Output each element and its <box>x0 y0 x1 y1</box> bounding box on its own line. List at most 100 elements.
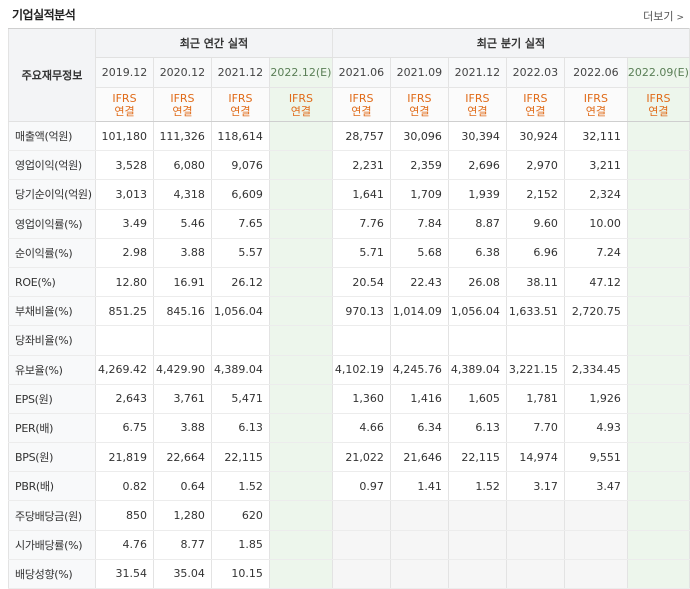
quarter-value-cell <box>627 500 690 531</box>
annual-value-cell <box>269 267 333 298</box>
annual-value-cell: 845.16 <box>153 296 212 327</box>
annual-value-cell <box>269 238 333 268</box>
period-header: 2022.12(E) <box>269 57 333 88</box>
basis-line2: 연결 <box>467 104 488 118</box>
quarter-value-cell <box>331 500 391 531</box>
period-header: 2021.12 <box>448 57 507 88</box>
annual-value-cell: 3,013 <box>95 179 154 210</box>
quarter-value-cell: 21,646 <box>390 442 449 473</box>
quarter-value-cell: 5.71 <box>331 238 391 268</box>
table-row: 당기순이익(억원) 3,013 4,318 6,609 1,641 1,709 1,939 2… <box>8 179 690 210</box>
quarter-value-cell <box>627 267 690 298</box>
table-row: 부채비율(%) 851.25 845.16 1,056.04 970.13 1,014.0… <box>8 296 690 327</box>
table-row: 당좌비율(%) <box>8 325 690 356</box>
basis-line2: 연결 <box>525 104 546 118</box>
annual-value-cell <box>269 325 333 356</box>
row-label: 당좌비율(%) <box>8 325 96 356</box>
quarter-value-cell <box>627 413 690 444</box>
basis-line1: IFRS <box>465 91 490 105</box>
annual-value-cell: 5.57 <box>211 238 270 268</box>
basis-line2: 연결 <box>351 104 372 118</box>
table-row: 영업이익률(%) 3.49 5.46 7.65 7.76 7.84 8.87 9.60 10.0… <box>8 208 690 239</box>
annual-value-cell <box>95 325 154 356</box>
annual-value-cell: 3.88 <box>153 413 212 444</box>
quarter-value-cell <box>506 325 565 356</box>
financial-table: 주요재무정보 최근 연간 실적 최근 분기 실적 2019.12 2020.12 2… <box>8 28 690 589</box>
annual-value-cell: 3.49 <box>95 208 154 239</box>
table-row: BPS(원) 21,819 22,664 22,115 21,022 21,646 22,1… <box>8 442 690 473</box>
row-label-header: 주요재무정보 <box>8 28 96 122</box>
annual-value-cell: 6,609 <box>211 179 270 210</box>
annual-value-cell: 8.77 <box>153 530 212 560</box>
quarter-group-header: 최근 분기 실적 <box>331 28 690 58</box>
quarter-value-cell: 2,231 <box>331 150 391 181</box>
annual-value-cell: 3.88 <box>153 238 212 268</box>
quarter-value-cell <box>627 238 690 268</box>
annual-value-cell: 16.91 <box>153 267 212 298</box>
quarter-value-cell: 1,641 <box>331 179 391 210</box>
quarter-value-cell <box>390 530 449 560</box>
quarter-value-cell <box>448 325 507 356</box>
quarter-value-cell <box>564 559 628 589</box>
annual-value-cell: 111,326 <box>153 121 212 152</box>
table-row: 유보율(%) 4,269.42 4,429.90 4,389.04 4,102.19 4,… <box>8 355 690 385</box>
period-header: 2022.06 <box>564 57 628 88</box>
quarter-value-cell <box>627 121 690 152</box>
annual-value-cell <box>211 325 270 356</box>
basis-line1: IFRS <box>349 91 374 105</box>
basis-line1: IFRS <box>228 91 253 105</box>
quarter-value-cell <box>627 471 690 502</box>
period-header: 2020.12 <box>153 57 212 88</box>
annual-value-cell: 0.64 <box>153 471 212 502</box>
quarter-value-cell <box>627 530 690 560</box>
table-row: 순이익률(%) 2.98 3.88 5.57 5.71 5.68 6.38 6.96 7.24 <box>8 238 690 268</box>
quarter-value-cell <box>627 559 690 589</box>
annual-value-cell: 5,471 <box>211 383 270 414</box>
annual-value-cell: 3,761 <box>153 383 212 414</box>
basis-header: IFRS 연결 <box>448 87 507 122</box>
basis-header: IFRS 연결 <box>211 87 270 122</box>
row-label: EPS(원) <box>8 383 96 414</box>
quarter-value-cell: 1,939 <box>448 179 507 210</box>
annual-value-cell: 26.12 <box>211 267 270 298</box>
annual-value-cell: 12.80 <box>95 267 154 298</box>
quarter-value-cell <box>506 559 565 589</box>
quarter-value-cell <box>564 325 628 356</box>
quarter-value-cell: 32,111 <box>564 121 628 152</box>
annual-value-cell: 6.75 <box>95 413 154 444</box>
quarter-value-cell: 1.52 <box>448 471 507 502</box>
quarter-value-cell: 4,389.04 <box>448 355 507 385</box>
annual-value-cell <box>269 471 333 502</box>
basis-line1: IFRS <box>583 91 608 105</box>
annual-value-cell: 6.13 <box>211 413 270 444</box>
basis-line2: 연결 <box>585 104 606 118</box>
annual-value-cell: 35.04 <box>153 559 212 589</box>
quarter-value-cell <box>627 355 690 385</box>
basis-line2: 연결 <box>648 104 669 118</box>
quarter-value-cell <box>627 442 690 473</box>
table-row: 배당성향(%) 31.54 35.04 10.15 <box>8 559 690 589</box>
quarter-value-cell <box>390 325 449 356</box>
quarter-value-cell <box>448 559 507 589</box>
quarter-value-cell: 6.38 <box>448 238 507 268</box>
more-link[interactable]: 더보기 > <box>643 8 684 24</box>
quarter-value-cell: 970.13 <box>331 296 391 327</box>
period-header: 2021.06 <box>331 57 391 88</box>
quarter-value-cell: 4,102.19 <box>331 355 391 385</box>
quarter-value-cell: 30,394 <box>448 121 507 152</box>
quarter-value-cell <box>564 530 628 560</box>
row-label: ROE(%) <box>8 267 96 298</box>
annual-value-cell: 4.76 <box>95 530 154 560</box>
quarter-value-cell <box>627 150 690 181</box>
quarter-value-cell: 28,757 <box>331 121 391 152</box>
table-row: EPS(원) 2,643 3,761 5,471 1,360 1,416 1,605 1,78… <box>8 383 690 414</box>
period-header: 2021.12 <box>211 57 270 88</box>
quarter-value-cell <box>564 500 628 531</box>
quarter-value-cell: 30,096 <box>390 121 449 152</box>
quarter-value-cell: 7.24 <box>564 238 628 268</box>
quarter-value-cell: 3.47 <box>564 471 628 502</box>
basis-line1: IFRS <box>646 91 671 105</box>
annual-value-cell <box>269 179 333 210</box>
basis-header: IFRS 연결 <box>269 87 333 122</box>
